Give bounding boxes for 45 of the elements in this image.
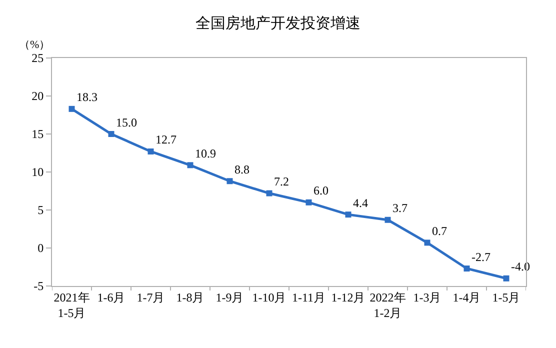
x-tick-label: 2022年 1-2月	[370, 290, 406, 320]
y-tick-label: 10	[32, 165, 44, 180]
text: 0.7	[432, 224, 447, 238]
point	[464, 266, 470, 272]
point	[68, 106, 75, 112]
x-tick-label: 1-11月	[292, 290, 326, 304]
x-tick-label: 1-10月	[252, 290, 286, 304]
x-tick-label: 1-8月	[176, 290, 204, 304]
point	[266, 190, 272, 196]
x-tick-label: 2021年 1-5月	[54, 290, 90, 320]
point	[148, 148, 154, 154]
x-tick-label: 1-12月	[331, 290, 366, 304]
text: 8.8	[234, 162, 250, 176]
x-tick-label: 1-4月	[452, 290, 481, 304]
text: 18.3	[76, 90, 98, 104]
y-axis-title: （%）	[19, 39, 50, 51]
point	[345, 212, 352, 218]
x-tick-label: 1-5月	[492, 290, 520, 304]
x-tick-label: 1-9月	[216, 290, 244, 304]
x-tick-label: 1-7月	[136, 290, 165, 304]
text: 12.7	[156, 132, 176, 147]
y-tick-label: 5	[38, 203, 44, 218]
text: 3.7	[392, 201, 408, 216]
y-tick-label: 15	[32, 127, 44, 142]
point	[503, 275, 510, 282]
point	[424, 240, 430, 246]
point	[384, 216, 391, 223]
chart-title: 全国房地产开发投资增速	[196, 14, 360, 32]
text: -4.0	[511, 260, 530, 274]
x-tick-label: 1-6月	[97, 290, 126, 304]
y-tick-label: 0	[38, 241, 44, 256]
text: 6.0	[314, 184, 328, 198]
point	[306, 199, 312, 206]
point	[187, 162, 194, 168]
y-tick-label: 25	[32, 51, 44, 66]
text: -2.7	[472, 250, 490, 264]
text: 10.9	[195, 146, 216, 160]
point	[108, 131, 114, 137]
y-tick-label: 20	[32, 89, 44, 104]
y-tick-label: -5	[34, 279, 44, 294]
x-tick-label: 1-3月	[413, 290, 442, 304]
text: 15.0	[116, 115, 137, 130]
point	[226, 178, 233, 184]
text: 7.2	[274, 174, 289, 189]
text: 4.4	[353, 196, 368, 210]
